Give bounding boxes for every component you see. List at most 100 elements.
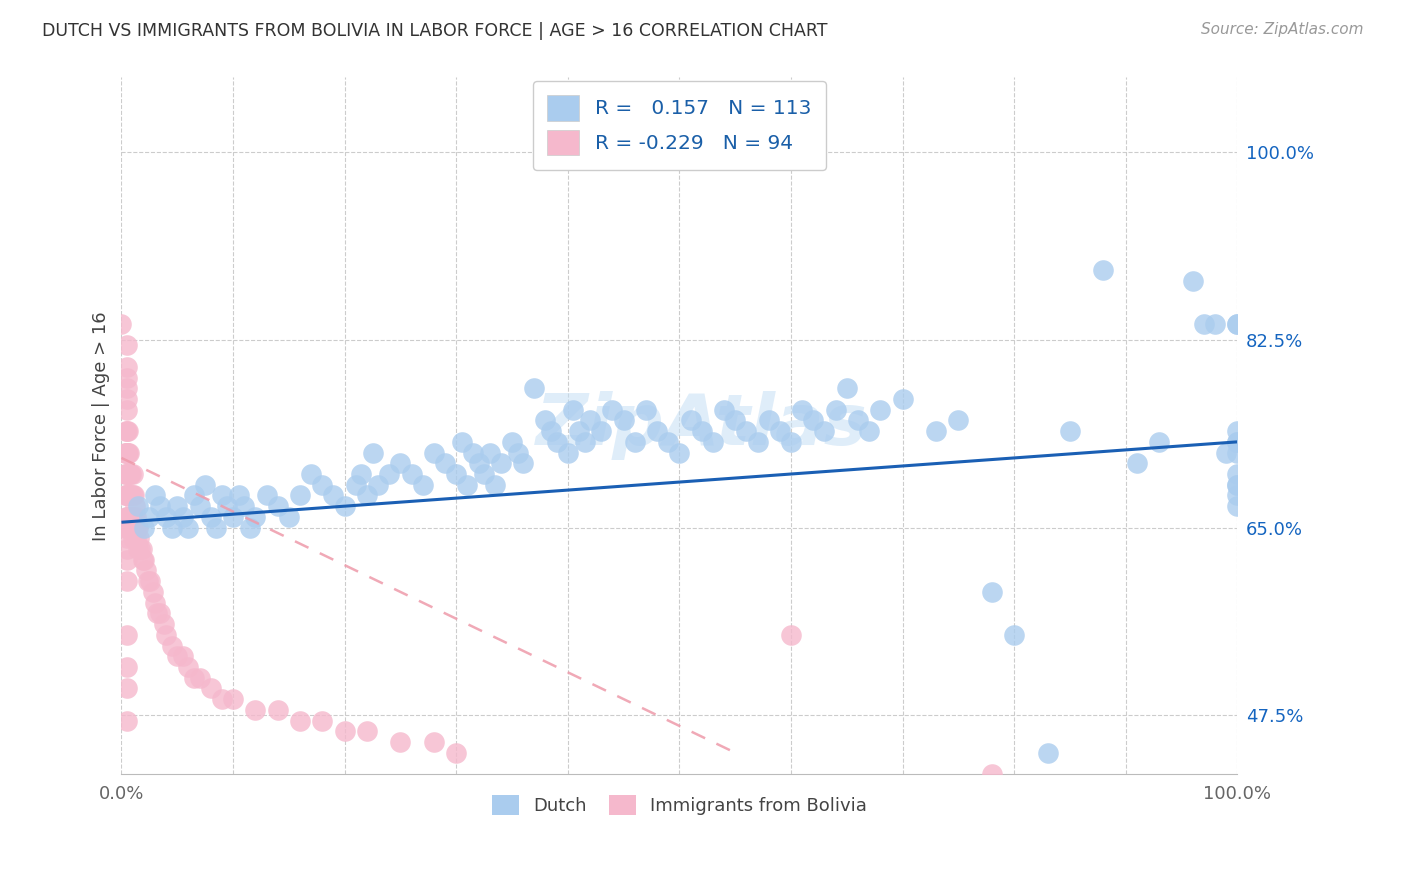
Point [288, 488, 311, 502]
Point [256, 488, 278, 502]
Point [200, 681, 222, 696]
Point [277, 509, 299, 524]
Point [1126, 456, 1149, 470]
Point [115, 424, 138, 438]
Point [115, 520, 138, 534]
Point [149, 499, 172, 513]
Point [333, 499, 356, 513]
Point [115, 467, 138, 481]
Point [1036, 746, 1059, 760]
Point [1226, 477, 1249, 491]
Point [115, 338, 138, 352]
Point [121, 509, 143, 524]
Point [115, 445, 138, 459]
Text: DUTCH VS IMMIGRANTS FROM BOLIVIA IN LABOR FORCE | AGE > 16 CORRELATION CHART: DUTCH VS IMMIGRANTS FROM BOLIVIA IN LABO… [42, 22, 828, 40]
Point [758, 413, 780, 427]
Point [122, 488, 145, 502]
Point [245, 703, 267, 717]
Point [115, 392, 138, 406]
Point [117, 445, 139, 459]
Point [136, 574, 159, 589]
Point [177, 520, 200, 534]
Point [506, 445, 529, 459]
Point [792, 402, 814, 417]
Point [160, 639, 183, 653]
Point [322, 488, 344, 502]
Point [501, 434, 523, 449]
Point [120, 509, 142, 524]
Point [891, 392, 914, 406]
Point [127, 520, 149, 534]
Point [132, 520, 155, 534]
Point [266, 499, 288, 513]
Point [115, 628, 138, 642]
Point [188, 671, 211, 685]
Point [138, 509, 160, 524]
Point [115, 660, 138, 674]
Point [780, 628, 803, 642]
Point [835, 381, 858, 395]
Point [166, 649, 188, 664]
Point [120, 488, 142, 502]
Point [1226, 488, 1249, 502]
Point [568, 424, 591, 438]
Point [121, 467, 143, 481]
Point [115, 359, 138, 374]
Point [579, 413, 602, 427]
Point [1226, 434, 1249, 449]
Point [142, 585, 165, 599]
Point [155, 628, 177, 642]
Point [534, 413, 557, 427]
Y-axis label: In Labor Force | Age > 16: In Labor Force | Age > 16 [93, 311, 110, 541]
Point [858, 424, 880, 438]
Point [724, 413, 747, 427]
Point [115, 681, 138, 696]
Point [378, 467, 401, 481]
Point [1002, 628, 1025, 642]
Point [127, 542, 149, 557]
Point [1226, 424, 1249, 438]
Point [1226, 477, 1249, 491]
Point [146, 607, 169, 621]
Point [333, 724, 356, 739]
Point [591, 424, 613, 438]
Point [245, 509, 267, 524]
Point [288, 714, 311, 728]
Point [228, 488, 250, 502]
Point [188, 499, 211, 513]
Point [813, 424, 835, 438]
Point [389, 735, 412, 749]
Point [121, 488, 143, 502]
Point [139, 574, 162, 589]
Point [115, 542, 138, 557]
Point [115, 488, 138, 502]
Point [124, 499, 146, 513]
Point [1226, 467, 1249, 481]
Point [115, 509, 138, 524]
Point [356, 488, 378, 502]
Point [980, 767, 1002, 781]
Point [115, 370, 138, 384]
Point [194, 477, 217, 491]
Point [118, 488, 141, 502]
Point [769, 424, 792, 438]
Point [115, 424, 138, 438]
Point [143, 596, 166, 610]
Point [657, 434, 679, 449]
Point [478, 445, 501, 459]
Point [948, 413, 970, 427]
Point [125, 520, 148, 534]
Point [1192, 317, 1215, 331]
Point [747, 434, 769, 449]
Legend: Dutch, Immigrants from Bolivia: Dutch, Immigrants from Bolivia [482, 787, 876, 824]
Point [115, 381, 138, 395]
Point [540, 424, 562, 438]
Point [489, 456, 512, 470]
Point [1226, 317, 1249, 331]
Point [434, 456, 457, 470]
Point [131, 542, 153, 557]
Text: ZipAtlas: ZipAtlas [536, 392, 868, 460]
Point [143, 488, 166, 502]
Point [172, 509, 194, 524]
Point [311, 477, 333, 491]
